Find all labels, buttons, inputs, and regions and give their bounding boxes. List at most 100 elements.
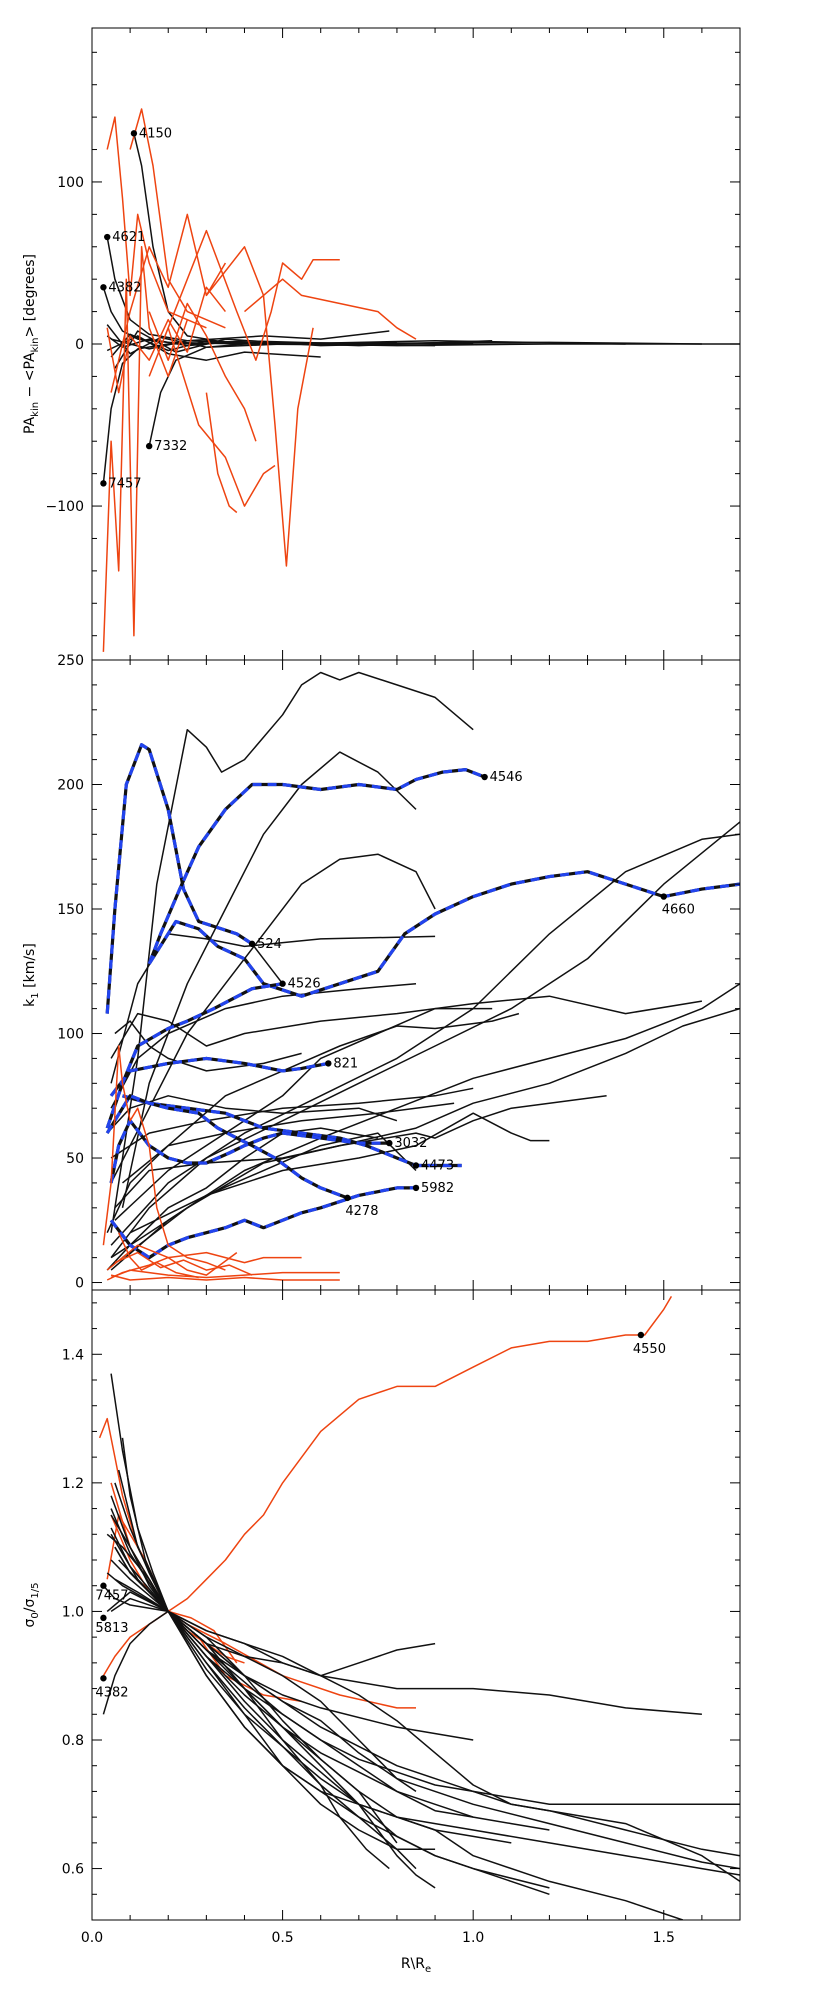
x-tick-label: 0.0 bbox=[81, 1930, 103, 1946]
annotation-label-7457: 7457 bbox=[95, 1589, 128, 1604]
series-line-4 bbox=[110, 995, 703, 1059]
annotation-marker-4660 bbox=[660, 893, 667, 900]
series-line-29 bbox=[109, 1119, 390, 1184]
annotation-marker-3032 bbox=[386, 1139, 393, 1147]
series-group bbox=[102, 108, 740, 652]
y-tick-label: 150 bbox=[57, 902, 84, 918]
series-line-11 bbox=[114, 1007, 493, 1221]
series-line-12 bbox=[110, 1087, 474, 1159]
annotation-label-4473: 4473 bbox=[421, 1158, 454, 1173]
panel-2: 4546 4660 524 4526 821 3032 4473 5982 4278 0 50 100… bbox=[22, 653, 741, 1292]
series-line-14 bbox=[114, 1095, 607, 1209]
series-line-2 bbox=[110, 853, 436, 1184]
series-line-31 bbox=[106, 1244, 302, 1271]
annotation-marker-4382 bbox=[100, 1675, 107, 1682]
annotation-marker-4278 bbox=[344, 1194, 351, 1202]
series-line-19 bbox=[110, 1132, 417, 1259]
annotation-marker-7332 bbox=[145, 442, 153, 450]
series-line-36 bbox=[118, 1232, 199, 1279]
y-axis-label: PAkin − <PAkin> [degrees] bbox=[22, 254, 41, 434]
series-line-10 bbox=[122, 1007, 740, 1259]
annotation-label-4621: 4621 bbox=[112, 230, 145, 245]
annotation-label-4550: 4550 bbox=[633, 1342, 666, 1357]
annotation-label-4150: 4150 bbox=[139, 126, 172, 141]
annotation-label-5982: 5982 bbox=[421, 1181, 454, 1196]
y-tick-label: 1.4 bbox=[62, 1347, 84, 1363]
series-line-19 bbox=[244, 278, 417, 340]
annotation-label-7332: 7332 bbox=[154, 439, 187, 454]
series-line-21 bbox=[105, 743, 253, 1014]
series-line-17 bbox=[129, 1112, 550, 1234]
series-line-3 bbox=[110, 933, 436, 1084]
series-line-11 bbox=[102, 246, 189, 652]
panel-1: 4150 4621 4382 7332 7457 −100 0 100 PAkin − <PAk… bbox=[22, 27, 741, 661]
annotation-label-4278: 4278 bbox=[345, 1204, 378, 1219]
series-line-24 bbox=[106, 1533, 550, 1831]
series-line-19 bbox=[110, 1527, 740, 1806]
plot-frame bbox=[91, 1289, 741, 1921]
annotation-label-4660: 4660 bbox=[662, 903, 695, 918]
annotation-label-7457: 7457 bbox=[108, 476, 141, 491]
series-line-30 bbox=[102, 1045, 226, 1271]
annotation-label-4382: 4382 bbox=[108, 280, 141, 295]
annotation-marker-4550 bbox=[637, 1331, 645, 1339]
series-line-23 bbox=[147, 870, 740, 998]
series-line-16 bbox=[110, 982, 417, 1109]
y-tick-label: 50 bbox=[66, 1151, 84, 1167]
series-line-20 bbox=[148, 302, 257, 442]
annotation-marker-4150 bbox=[130, 130, 138, 137]
annotation-marker-5813 bbox=[100, 1614, 107, 1622]
series-line-5 bbox=[114, 1020, 302, 1072]
series-line-21 bbox=[106, 286, 226, 394]
series-line-12 bbox=[106, 116, 207, 329]
series-line-7 bbox=[106, 324, 493, 355]
series-line-20 bbox=[251, 943, 284, 985]
series-line-16 bbox=[167, 229, 340, 361]
y-tick-label: 1.2 bbox=[62, 1476, 84, 1492]
annotation-label-4382: 4382 bbox=[95, 1685, 128, 1700]
annotation-marker-4382 bbox=[100, 284, 107, 291]
annotation-marker-7457 bbox=[100, 480, 107, 487]
series-group bbox=[102, 671, 740, 1281]
series-line-15 bbox=[122, 1012, 520, 1184]
series-line-0 bbox=[110, 671, 474, 1233]
y-tick-label: 0 bbox=[75, 337, 84, 353]
series-line-13 bbox=[106, 1095, 398, 1134]
y-tick-label: 0.8 bbox=[62, 1733, 84, 1749]
series-line-27 bbox=[105, 1094, 348, 1200]
series-line-18 bbox=[106, 1127, 379, 1271]
series-line-17 bbox=[205, 246, 314, 567]
series-line-1 bbox=[121, 751, 417, 1208]
series-line-6 bbox=[110, 333, 626, 358]
panel-3: 4550 7457 5813 4382 0.6 0.8 1.0 1.2 1.4 0.0 0.5 1.0… bbox=[22, 1289, 741, 1975]
x-tick-label: 1.5 bbox=[653, 1930, 675, 1946]
annotation-marker-4526 bbox=[279, 980, 286, 987]
annotation-marker-7457 bbox=[100, 1582, 107, 1589]
y-tick-label: −100 bbox=[46, 499, 84, 515]
annotation-label-5813: 5813 bbox=[95, 1621, 128, 1636]
annotation-label-4546: 4546 bbox=[490, 770, 523, 785]
y-tick-label: 100 bbox=[57, 175, 84, 191]
series-line-16 bbox=[110, 1597, 417, 1793]
series-line-9 bbox=[110, 330, 390, 350]
annotation-label-821: 821 bbox=[333, 1056, 358, 1071]
y-tick-label: 250 bbox=[57, 653, 84, 669]
series-group bbox=[98, 1296, 740, 1920]
annotation-marker-4473 bbox=[412, 1162, 420, 1169]
series-line-28 bbox=[109, 1186, 416, 1260]
annotation-marker-524 bbox=[248, 940, 256, 948]
x-axis-label: R\Re bbox=[401, 1956, 431, 1975]
y-tick-label: 0.6 bbox=[62, 1862, 84, 1878]
y-axis-label: σ0/σ1/5 bbox=[22, 1583, 41, 1628]
series-line-25-base bbox=[105, 982, 283, 1129]
annotation-marker-821 bbox=[325, 1060, 332, 1067]
y-tick-label: 1.0 bbox=[62, 1604, 84, 1620]
annotation-marker-4546 bbox=[481, 773, 488, 781]
annotation-label-3032: 3032 bbox=[394, 1136, 427, 1151]
series-line-7 bbox=[110, 821, 740, 1259]
series-line-24 bbox=[109, 1056, 329, 1097]
y-axis-label: k1 [km/s] bbox=[22, 943, 41, 1007]
series-line-8 bbox=[110, 833, 740, 1246]
series-line-18 bbox=[106, 1591, 436, 1677]
